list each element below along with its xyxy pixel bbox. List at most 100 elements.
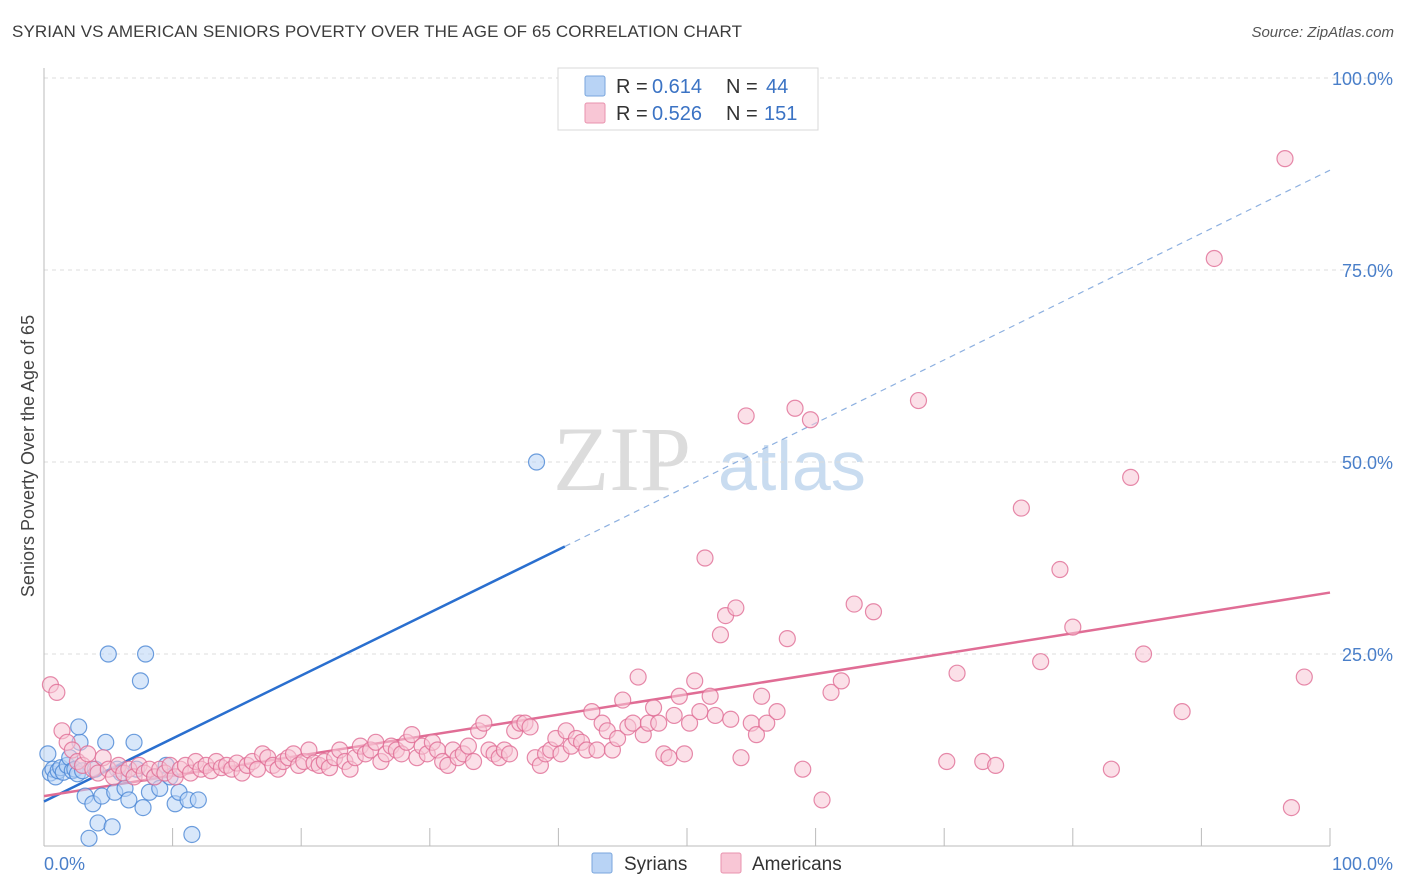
point-americans — [768, 702, 786, 721]
point-americans — [583, 702, 601, 721]
point-americans — [711, 626, 730, 644]
point-syrians — [527, 453, 546, 471]
point-americans — [459, 737, 477, 755]
point-americans — [1051, 560, 1069, 579]
point-americans — [987, 756, 1005, 774]
point-syrians — [97, 733, 115, 751]
legend-n-label-americans: N = — [726, 103, 758, 125]
point-americans — [794, 760, 812, 778]
watermark-zip: ZIP — [553, 408, 691, 510]
axes — [43, 68, 1331, 847]
point-americans — [665, 706, 683, 725]
point-americans — [845, 595, 863, 613]
bottom-legend-label-syrians: Syrians — [624, 854, 687, 875]
point-americans — [660, 749, 678, 767]
chart-title: SYRIAN VS AMERICAN SENIORS POVERTY OVER … — [12, 22, 743, 41]
bottom-legend-swatch-americans — [720, 852, 742, 874]
point-syrians — [39, 745, 57, 763]
point-americans — [822, 683, 840, 702]
point-americans — [706, 706, 724, 725]
y-tick-label: 100.0% — [1332, 69, 1393, 89]
y-tick-label: 75.0% — [1342, 261, 1393, 281]
point-americans — [786, 399, 804, 417]
point-americans — [801, 411, 820, 429]
point-americans — [1134, 645, 1153, 663]
point-syrians — [125, 733, 143, 751]
legend-n-value-syrians: 44 — [766, 76, 788, 98]
point-americans — [778, 630, 796, 648]
point-americans — [747, 726, 766, 744]
point-americans — [686, 672, 704, 690]
point-americans — [737, 407, 755, 425]
point-americans — [752, 687, 771, 705]
legend-r-label-americans: R = — [616, 103, 648, 125]
point-syrians — [103, 818, 121, 836]
point-americans — [938, 752, 956, 771]
point-syrians — [70, 718, 88, 736]
trend-lines — [43, 169, 1331, 803]
point-syrians — [183, 825, 201, 844]
legend-r-label-syrians: R = — [616, 76, 648, 98]
x-tick-label: 100.0% — [1332, 854, 1393, 874]
point-americans — [1032, 653, 1050, 671]
point-americans — [464, 752, 483, 771]
bottom-legend-swatch-syrians — [591, 852, 613, 874]
y-axis-label: Seniors Poverty Over the Age of 65 — [18, 315, 38, 597]
point-americans — [1173, 702, 1191, 721]
point-americans — [1102, 760, 1120, 778]
point-americans — [629, 668, 647, 686]
legend-n-value-americans: 151 — [764, 103, 797, 125]
data-points — [39, 150, 1313, 847]
trend-line-syrians — [43, 545, 566, 803]
watermark-atlas: atlas — [718, 427, 866, 505]
point-americans — [732, 749, 750, 767]
y-tick-label: 25.0% — [1342, 645, 1393, 665]
point-americans — [701, 687, 719, 705]
point-americans — [727, 599, 745, 617]
source-credit: Source: ZipAtlas.com — [1251, 24, 1394, 41]
series-americans — [41, 150, 1313, 817]
legend-n-label-syrians: N = — [726, 76, 758, 98]
bottom-legend-label-americans: Americans — [752, 854, 842, 875]
point-americans — [1205, 249, 1223, 268]
point-americans — [691, 702, 709, 721]
tick-labels: 25.0% 50.0% 75.0% 100.0% 0.0% 100.0% — [44, 69, 1393, 874]
point-americans — [722, 710, 740, 728]
point-americans — [1282, 798, 1301, 817]
point-americans — [864, 603, 883, 621]
point-americans — [1012, 499, 1030, 517]
point-americans — [832, 672, 850, 690]
point-americans — [48, 683, 66, 702]
point-syrians — [134, 798, 152, 817]
legend-swatch-americans — [584, 102, 606, 124]
point-americans — [614, 691, 632, 709]
point-americans — [948, 664, 966, 682]
point-syrians — [136, 645, 155, 663]
point-americans — [1122, 468, 1140, 486]
series-syrians — [39, 453, 546, 847]
point-americans — [644, 699, 663, 717]
point-americans — [588, 741, 606, 759]
point-americans — [670, 687, 688, 705]
point-americans — [675, 745, 694, 763]
point-americans — [608, 729, 627, 748]
grid-lines — [44, 77, 1392, 655]
trend-line-syrians-extension — [564, 169, 1331, 548]
point-syrians — [120, 791, 138, 809]
point-americans — [696, 549, 714, 567]
point-americans — [475, 714, 493, 732]
x-tick-label: 0.0% — [44, 854, 85, 874]
y-tick-label: 50.0% — [1342, 453, 1393, 473]
top-legend: R = 0.614 N = 44 R = 0.526 N = 151 — [557, 67, 819, 131]
point-americans — [813, 791, 831, 809]
point-americans — [1295, 668, 1313, 686]
point-americans — [1064, 618, 1082, 636]
point-syrians — [80, 829, 98, 847]
point-americans — [909, 391, 928, 410]
point-syrians — [189, 791, 207, 809]
point-americans — [403, 726, 421, 744]
point-americans — [680, 714, 699, 732]
watermark: ZIP atlas — [553, 408, 866, 510]
point-americans — [521, 718, 539, 736]
